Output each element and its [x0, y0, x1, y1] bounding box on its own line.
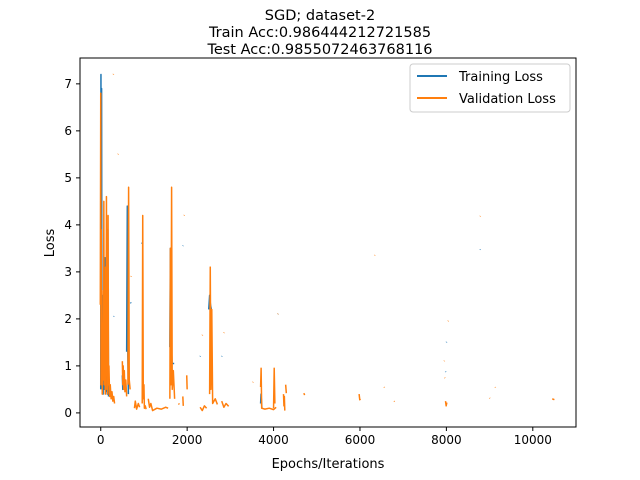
validation-loss-segment-6	[133, 400, 141, 410]
validation-loss-segment-4	[127, 186, 131, 390]
validation-loss-segment-7	[141, 214, 147, 410]
legend-label-training-loss: Training Loss	[458, 70, 543, 85]
legend: Training Loss Validation Loss	[409, 63, 571, 113]
plot-frame	[79, 57, 577, 428]
validation-loss-segment-16	[208, 266, 219, 405]
validation-loss-segment-24	[284, 384, 288, 394]
y-axis-ticks: 0 1 2 3 4 5 6 7	[64, 77, 80, 420]
validation-loss-segment-32	[444, 401, 448, 407]
y-tick-label-1: 1	[64, 359, 72, 373]
validation-loss-segment-26	[358, 394, 362, 401]
y-tick-label-7: 7	[64, 77, 72, 91]
y-axis-label: Loss	[43, 229, 58, 258]
y-tick-label-0: 0	[64, 406, 72, 420]
y-tick-label-2: 2	[64, 312, 72, 326]
chart-title-line-3: Test Acc:0.9855072463768116	[206, 42, 432, 58]
x-tick-label-0: 0	[97, 433, 105, 447]
validation-loss-segment-37	[551, 398, 555, 401]
y-tick-label-4: 4	[64, 218, 72, 232]
x-tick-label-2000: 2000	[172, 433, 203, 447]
y-tick-label-3: 3	[64, 265, 72, 279]
validation-loss-segment-25	[303, 392, 306, 396]
validation-loss-segment-14	[199, 405, 208, 412]
x-tick-label-8000: 8000	[431, 433, 462, 447]
y-tick-label-5: 5	[64, 171, 72, 185]
chart-title-line-1: SGD; dataset-2	[265, 8, 375, 24]
legend-label-validation-loss: Validation Loss	[459, 92, 556, 107]
validation-loss-segment-8	[147, 398, 169, 412]
x-tick-label-6000: 6000	[345, 433, 376, 447]
chart-title-line-2: Train Acc:0.986444212721585	[208, 25, 431, 41]
validation-loss-segment-23	[282, 394, 286, 411]
x-tick-label-10000: 10000	[514, 433, 552, 447]
x-axis-label: Epochs/Iterations	[272, 457, 385, 472]
validation-loss-segment-9	[169, 186, 176, 399]
x-axis-ticks: 0 2000 4000 6000 8000 10000	[97, 427, 552, 447]
validation-loss-segment-18	[221, 400, 230, 409]
x-tick-label-4000: 4000	[258, 433, 289, 447]
validation-loss-segment-3	[121, 361, 128, 397]
validation-loss-segment-0	[99, 92, 116, 404]
y-tick-label-6: 6	[64, 124, 72, 138]
plot-lines	[99, 73, 555, 412]
validation-loss-segment-10	[177, 402, 180, 405]
legend-box	[409, 63, 571, 113]
validation-loss-segment-20	[259, 367, 277, 411]
validation-loss-segment-21	[272, 367, 276, 409]
